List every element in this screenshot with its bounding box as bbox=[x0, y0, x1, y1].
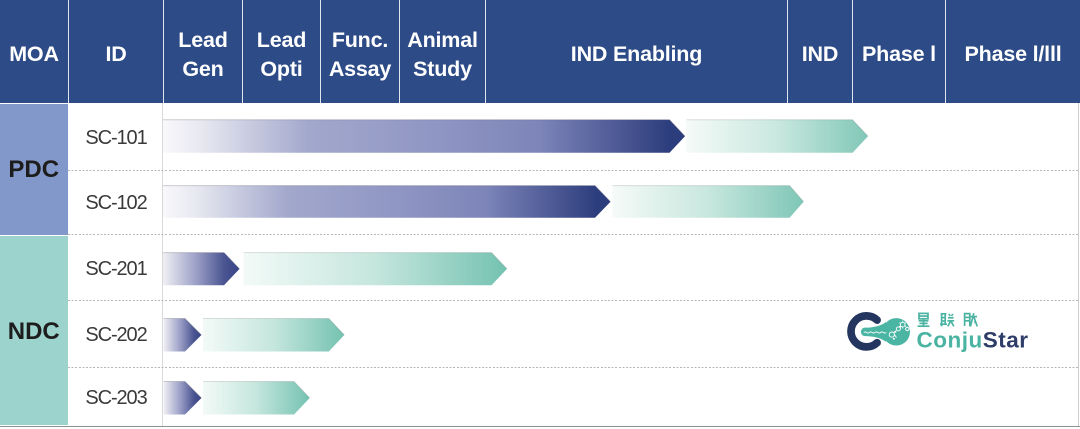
svg-text:ConjuStar: ConjuStar bbox=[917, 328, 1029, 353]
